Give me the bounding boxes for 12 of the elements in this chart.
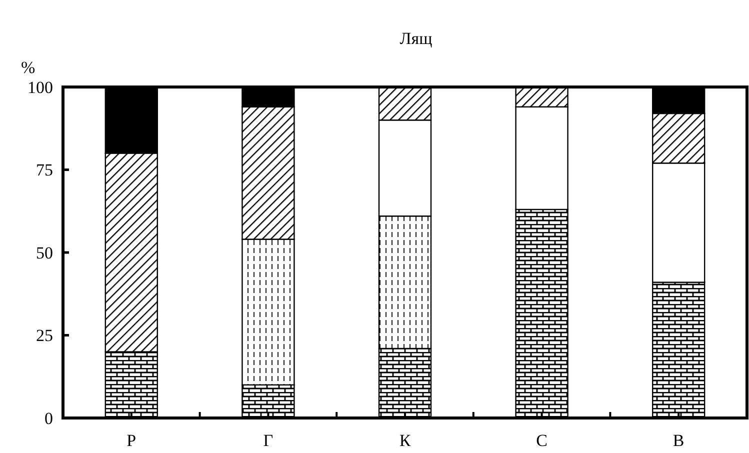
y-tick-label: 75 [36,160,53,180]
x-tick-label: С [536,431,548,450]
x-tick-label: В [672,431,684,450]
chart-title: Лящ [400,29,432,48]
y-tick-label: 0 [44,408,53,428]
y-axis-title: % [21,58,36,77]
x-tick-label: Г [263,431,274,450]
y-tick-label: 100 [28,78,53,97]
x-tick-label: Р [126,431,136,450]
y-tick-label: 25 [36,326,53,346]
x-tick-label: К [399,431,412,450]
y-tick-label: 50 [36,243,53,262]
